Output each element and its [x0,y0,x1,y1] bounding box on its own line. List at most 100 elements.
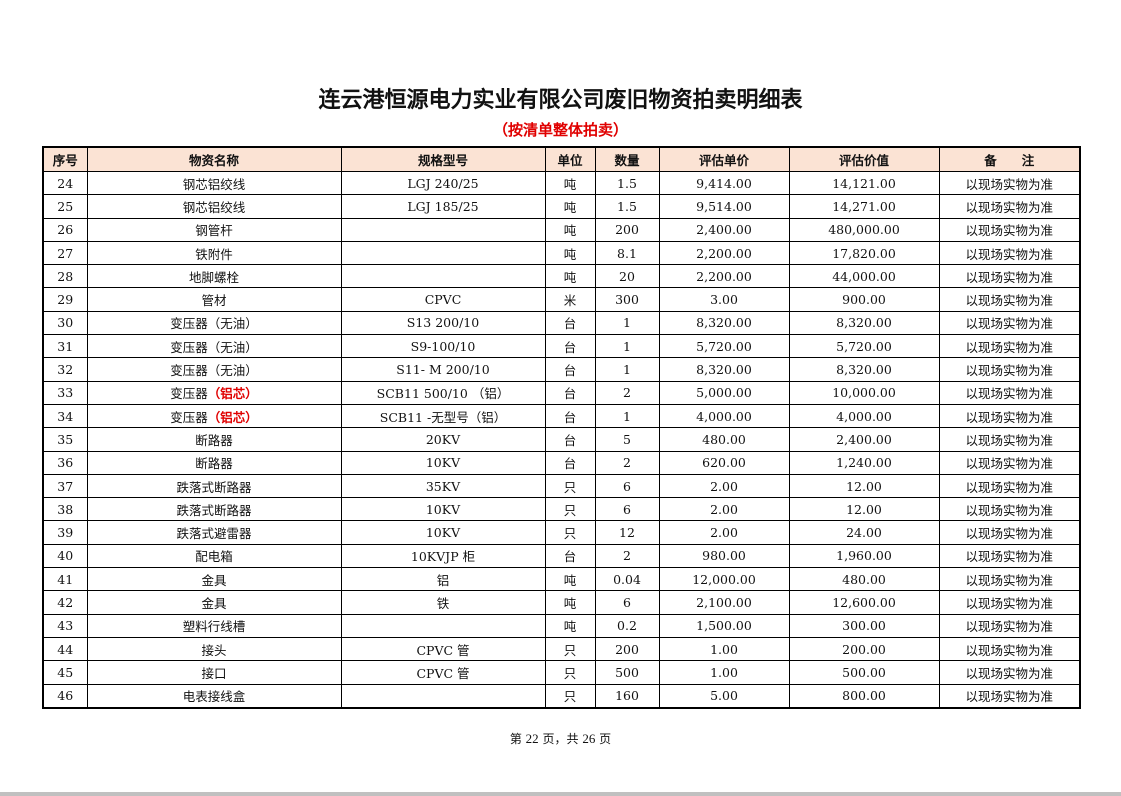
cell-value: 24.00 [788,520,940,545]
cell-value-text: 500.00 [842,664,886,680]
cell-unit-text: 台 [563,363,577,379]
cell-remark-text: 以现场实物为准 [965,316,1053,332]
cell-value-text: 1,960.00 [836,548,892,564]
cell-name: 金具 [86,590,342,615]
cell-price-text: 9,414.00 [696,175,752,191]
cell-name-text: 变压器（无油） [170,316,258,332]
cell-remark: 以现场实物为准 [938,450,1081,475]
cell-qty: 1 [594,310,660,336]
cell-price-text: 2,100.00 [696,594,752,610]
cell-spec: LGJ 240/25 [340,170,546,196]
cell-name-text: 铁附件 [195,246,233,262]
cell-remark: 以现场实物为准 [938,170,1081,196]
cell-value-text: 12.00 [846,478,882,494]
cell-price: 2.00 [658,473,790,499]
cell-no: 24 [42,170,88,196]
cell-remark-text: 以现场实物为准 [965,176,1053,192]
cell-value-text: 24.00 [846,525,882,541]
cell-spec [340,264,546,289]
cell-value: 4,000.00 [788,403,940,429]
col-header-value: 评估价值 [788,146,940,172]
cell-value-text: 12.00 [846,501,882,517]
cell-remark-text: 以现场实物为准 [965,223,1053,239]
cell-spec: CPVC 管 [340,636,546,662]
cell-name-text: 变压器 [170,386,208,402]
cell-unit-text: 吨 [563,269,577,285]
cell-no: 32 [42,357,88,382]
cell-no: 28 [42,264,88,289]
cell-name: 钢芯铝绞线 [86,170,342,196]
cell-unit: 台 [544,403,596,429]
page-subtitle: （按清单整体拍卖） [492,121,628,139]
cell-no-text: 26 [57,222,74,238]
cell-name-text: 金具 [201,572,227,588]
table-row: 32 变压器（无油） S11- M 200/10 台 1 8,320.00 8,320.00… [42,357,1081,382]
cell-value: 12.00 [788,497,940,522]
cell-no-text: 25 [57,198,74,214]
cell-remark: 以现场实物为准 [938,590,1081,615]
cell-price-text: 4,000.00 [696,408,752,424]
cell-no: 34 [42,403,88,429]
cell-price: 2,200.00 [658,240,790,266]
cell-value-text: 1,240.00 [836,455,892,471]
page-footer: 第 22 页，共 26 页 [0,730,1121,747]
cell-remark: 以现场实物为准 [938,543,1081,569]
cell-name-text: 钢管杆 [195,223,233,239]
cell-price: 1.00 [658,660,790,685]
cell-no-text: 37 [57,478,74,494]
cell-remark-text: 以现场实物为准 [965,502,1053,518]
cell-unit-text: 台 [563,386,577,402]
cell-qty-text: 200 [615,641,639,657]
cell-unit: 台 [544,543,596,569]
cell-name: 断路器 [86,427,342,452]
cell-qty-text: 200 [615,222,639,238]
footer-middle: 页，共 [542,732,579,746]
cell-value: 14,121.00 [788,170,940,196]
cell-price-text: 2,200.00 [696,268,752,284]
cell-no: 30 [42,310,88,336]
cell-price: 1.00 [658,636,790,662]
cell-spec-text: S13 200/10 [406,315,480,331]
footer-page-number: 22 [525,731,539,746]
cell-value-text: 800.00 [842,688,886,704]
cell-qty-text: 1 [623,315,631,331]
table-row: 35 断路器 20KV 台 5 480.00 2,400.00 以现场实物为准 [42,427,1081,452]
cell-spec-text: 20KV [425,431,461,447]
cell-remark: 以现场实物为准 [938,497,1081,522]
cell-price-text: 5.00 [710,688,738,704]
cell-no-text: 43 [57,618,74,634]
cell-value-text: 14,271.00 [832,198,896,214]
cell-value: 5,720.00 [788,334,940,359]
cell-no: 31 [42,334,88,359]
cell-name: 跌落式避雷器 [86,520,342,545]
cell-name: 接口 [86,660,342,685]
cell-no: 45 [42,660,88,685]
cell-unit: 台 [544,450,596,475]
cell-no-text: 30 [57,315,74,331]
cell-no-text: 46 [57,688,74,704]
cell-spec-text: 10KV [425,455,461,471]
cell-spec-text: S11- M 200/10 [396,362,490,378]
cell-name-text: 变压器（无油） [170,363,258,379]
cell-remark: 以现场实物为准 [938,287,1081,312]
col-header-name: 物资名称 [86,146,342,172]
cell-unit: 只 [544,660,596,685]
cell-name-highlight: （铝芯） [207,409,258,425]
cell-qty: 1 [594,357,660,382]
cell-remark: 以现场实物为准 [938,357,1081,382]
cell-remark: 以现场实物为准 [938,683,1081,709]
cell-value: 10,000.00 [788,380,940,405]
cell-no: 38 [42,497,88,522]
cell-price: 480.00 [658,427,790,452]
cell-remark-text: 以现场实物为准 [965,432,1053,448]
cell-value: 480,000.00 [788,217,940,242]
cell-qty: 0.04 [594,567,660,592]
cell-remark: 以现场实物为准 [938,427,1081,452]
cell-name: 钢管杆 [86,217,342,242]
cell-name-text: 电表接线盒 [182,689,246,705]
cell-spec-text: SCB11 500/10 （铝） [376,386,510,402]
cell-name-text: 地脚螺栓 [188,269,239,285]
cell-no-text: 44 [57,641,74,657]
col-header-remark: 备 注 [938,146,1081,172]
cell-qty: 8.1 [594,240,660,266]
